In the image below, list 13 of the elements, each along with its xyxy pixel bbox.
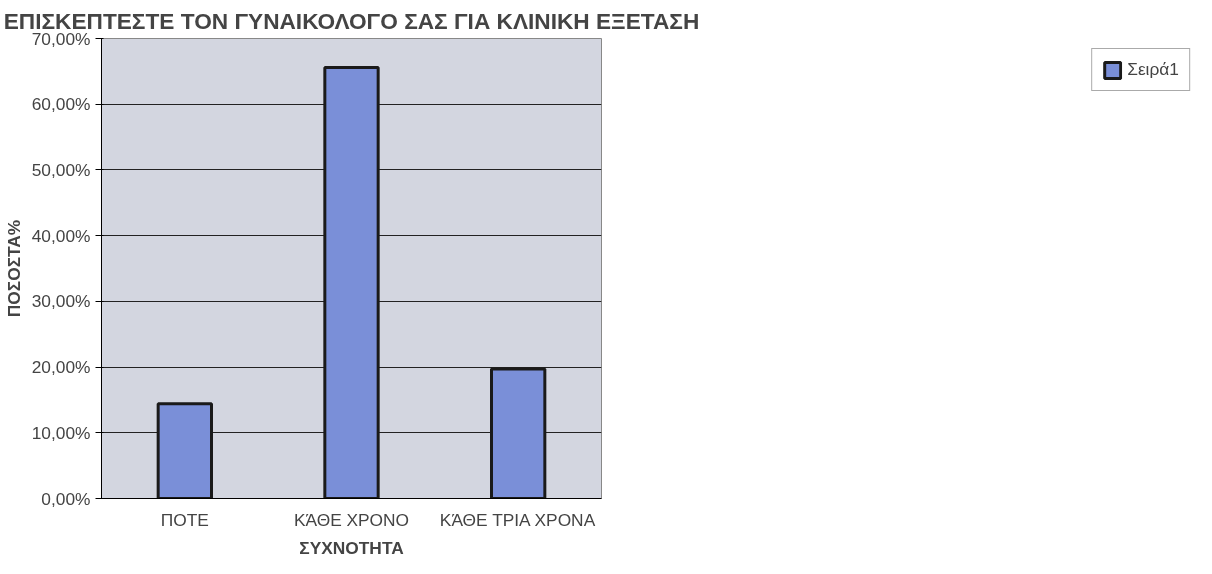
x-tick-label: ΚΆΘΕ ΧΡΟΝΟ <box>293 509 410 530</box>
x-axis-title: ΣΥΧΝΟΤΗΤΑ <box>299 537 405 558</box>
x-tick-label: ΠΟΤΕ <box>160 509 209 530</box>
x-tick-label: ΚΆΘΕ ΤΡΙΑ ΧΡΟΝΑ <box>439 509 596 530</box>
legend-label: Σειρά1 <box>1127 59 1179 80</box>
y-tick-label: 40,00% <box>31 225 91 246</box>
y-tick-label: 0,00% <box>41 488 91 509</box>
y-tick-label: 60,00% <box>31 94 91 115</box>
y-axis-title: ΠΟΣΟΣΤΑ% <box>3 219 24 318</box>
y-tick-label: 50,00% <box>31 159 91 180</box>
y-tick-label: 10,00% <box>31 422 91 443</box>
y-tick-label: 20,00% <box>31 357 91 378</box>
y-tick-label: 30,00% <box>31 291 91 312</box>
